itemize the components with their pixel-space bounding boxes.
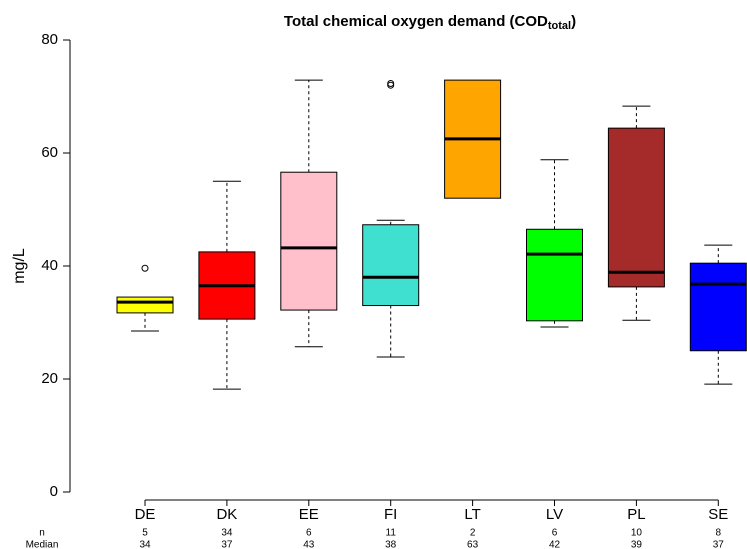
x-tick-label: DK (216, 506, 237, 523)
outlier (387, 81, 395, 89)
n-row-label: n (39, 528, 45, 539)
n-value: 8 (716, 528, 722, 539)
n-value: 34 (221, 528, 233, 539)
box (280, 171, 338, 311)
x-tick-label: PL (627, 506, 645, 523)
y-axis-label: mg/L (11, 248, 28, 284)
title-main: Total chemical oxygen demand (COD (284, 13, 548, 30)
median-value: 63 (467, 540, 479, 549)
x-tick-label: LT (464, 506, 480, 523)
y-tick-label: 60 (41, 144, 58, 161)
median-value: 34 (139, 540, 151, 549)
median-value: 39 (631, 540, 643, 549)
median-row-label: Median (26, 540, 59, 549)
x-tick-label: SE (708, 506, 728, 523)
box (362, 224, 420, 307)
n-value: 11 (386, 528, 397, 539)
y-tick-label: 20 (41, 370, 58, 387)
median-value: 38 (385, 540, 397, 549)
title-end: ) (571, 13, 576, 30)
x-tick-label: LV (546, 506, 563, 523)
title-subscript: total (548, 20, 571, 32)
x-tick-label: FI (384, 506, 397, 523)
box (116, 296, 174, 314)
x-tick-label: EE (299, 506, 319, 523)
n-value: 6 (552, 528, 558, 539)
median-value: 43 (303, 540, 315, 549)
median-value: 37 (713, 540, 725, 549)
y-tick-label: 80 (41, 31, 58, 48)
n-value: 2 (470, 528, 476, 539)
n-value: 6 (306, 528, 312, 539)
outlier (141, 264, 149, 272)
y-tick-label: 40 (41, 257, 58, 274)
n-value: 10 (631, 528, 643, 539)
median-value: 42 (549, 540, 561, 549)
n-value: 5 (142, 528, 148, 539)
chart-title: Total chemical oxygen demand (CODtotal) (284, 13, 576, 32)
y-tick-label: 0 (50, 483, 58, 500)
box (526, 228, 583, 322)
x-tick-label: DE (135, 506, 156, 523)
box (689, 262, 747, 352)
median-value: 37 (221, 540, 233, 549)
box (607, 127, 665, 288)
